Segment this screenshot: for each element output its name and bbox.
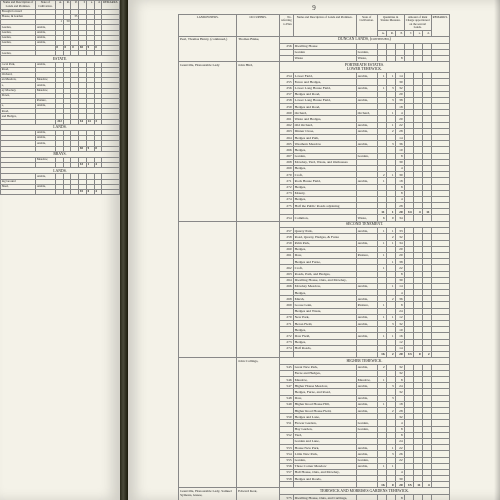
landowner-cell: Grenville, Honourable Lady, Samuel Symon…	[179, 488, 237, 500]
cell: 0	[86, 189, 94, 194]
cell	[386, 495, 395, 500]
col-s: s.	[86, 1, 94, 10]
cell	[431, 495, 449, 500]
col-remarks: REMARKS.	[431, 15, 449, 37]
cell: £5	[79, 189, 87, 194]
cell: 4	[94, 189, 102, 194]
col-desc: Name and Description of Lands and Premis…	[293, 15, 356, 37]
cell	[377, 495, 386, 500]
landowner-cell: Peel, Thomas Henry, (continued,)	[179, 36, 237, 61]
col-qty: Quantities in Statute Measure.	[377, 15, 404, 31]
col-l: £	[79, 1, 87, 10]
cell	[55, 189, 63, 194]
right-ledger-table: LANDOWNERS. OCCUPIERS. No. referring to …	[178, 14, 450, 500]
col-desc: Name and Description of Lands and Premis…	[1, 1, 36, 10]
occupier-cell: Thomas Blake,	[237, 36, 280, 61]
col-a: A.	[55, 1, 63, 10]
cell	[422, 495, 431, 500]
cell	[413, 495, 422, 500]
occupier-cell: Edward Keat,	[237, 488, 280, 500]
col-remarks: REMARKS.	[102, 1, 120, 10]
cell	[1, 189, 36, 194]
subtotal-row: £504	[1, 189, 120, 194]
col-rent: Amount of Rent Charge apportioned on the…	[404, 15, 431, 31]
page-number: 9	[128, 4, 500, 12]
col-occupiers: OCCUPIERS.	[237, 15, 280, 37]
cell: 8	[395, 495, 404, 500]
occupier-cell: John Collings,	[237, 358, 280, 488]
col-ref: No. referring to Plan	[280, 15, 294, 37]
col-state: State of Cultivation.	[356, 15, 377, 37]
cell	[404, 495, 413, 500]
cell	[356, 495, 377, 500]
cell	[63, 189, 71, 194]
col-landowners: LANDOWNERS.	[179, 15, 237, 37]
cell	[71, 189, 79, 194]
col-d2: d.	[94, 1, 102, 10]
occupier-cell: John Hird,	[237, 62, 280, 222]
book-spine	[120, 0, 128, 500]
landowner-cell: Grenville, Honourable Lady	[179, 62, 237, 222]
cell	[102, 189, 120, 194]
col-state: State of Cultivation.	[36, 1, 56, 10]
table-row: Grenville, Honourable LadyJohn Hird,PORT…	[179, 62, 450, 73]
left-ledger-table: Name and Description of Lands and Premis…	[0, 0, 120, 195]
cell: 575	[280, 495, 294, 500]
col-p: P.	[71, 1, 79, 10]
col-r: R.	[63, 1, 71, 10]
cell: Dwelling House, Outs, and Cartilage,	[293, 495, 356, 500]
cell	[36, 189, 56, 194]
section-title: PORTREATH ESTATES.LOWER TEHEWICK.	[280, 62, 450, 73]
